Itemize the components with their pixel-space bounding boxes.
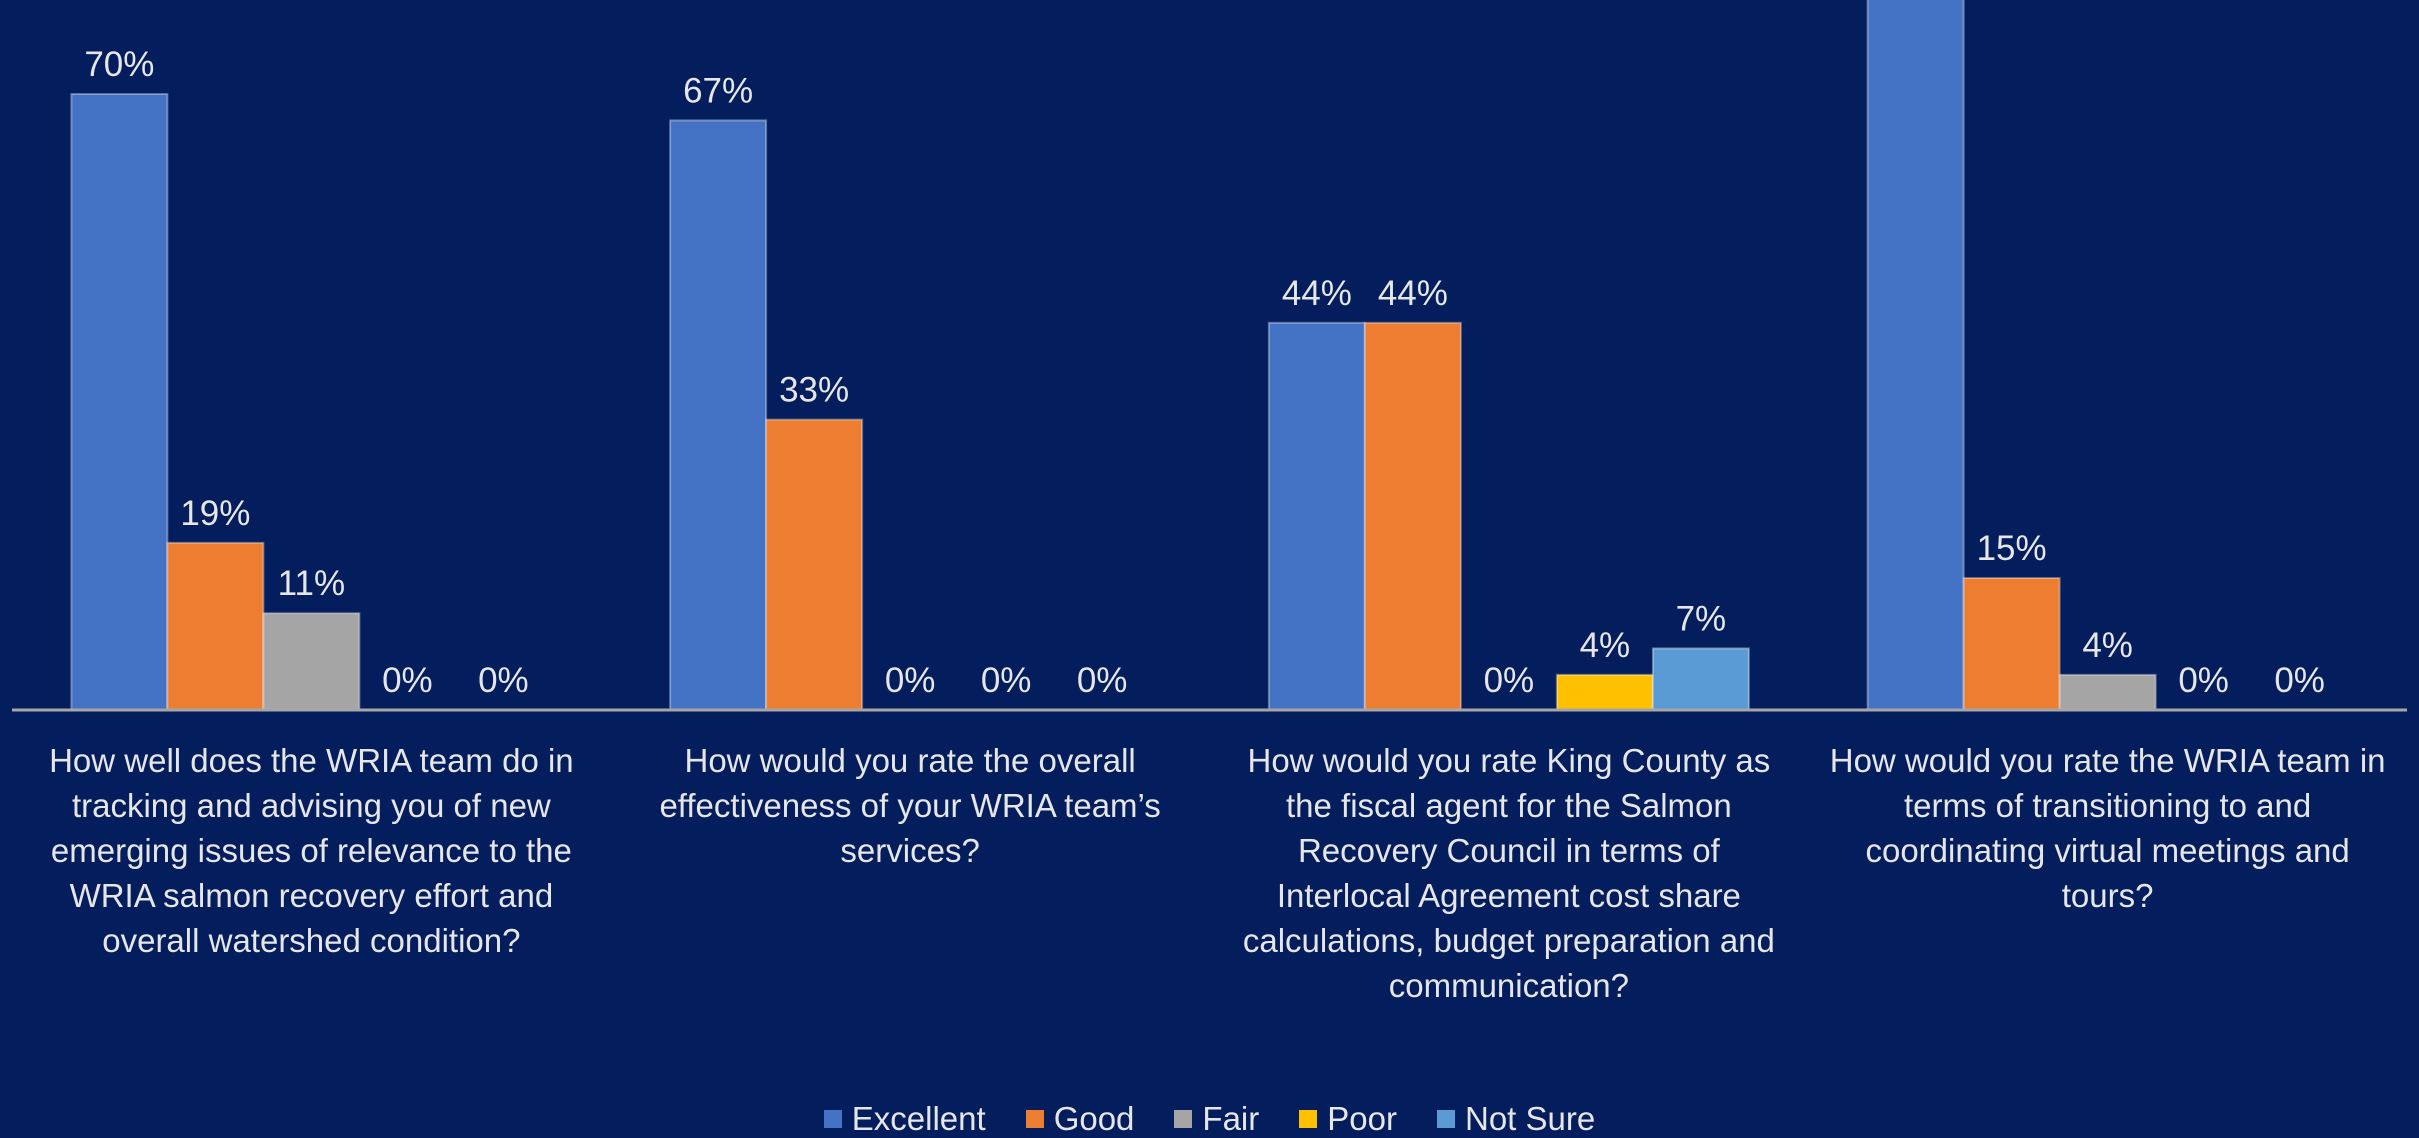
bar	[262, 612, 361, 712]
legend-item: Fair	[1174, 1100, 1259, 1138]
bar	[1363, 321, 1462, 711]
legend-swatch	[1025, 1110, 1044, 1128]
legend-swatch	[823, 1110, 842, 1128]
data-label: 11%	[278, 564, 345, 603]
legend-item: Not Sure	[1436, 1100, 1596, 1138]
data-label: 0%	[2178, 661, 2229, 700]
legend-swatch	[1174, 1110, 1193, 1128]
data-label: 0%	[2274, 661, 2325, 700]
data-label: 33%	[779, 371, 849, 410]
legend-label: Good	[1053, 1100, 1135, 1137]
data-label: 70%	[84, 45, 154, 84]
bar	[166, 541, 265, 711]
bar	[2058, 673, 2157, 711]
x-tick-label: How well does the WRIA team do in tracki…	[49, 742, 574, 959]
data-label: 67%	[683, 71, 753, 110]
data-label: 15%	[1977, 529, 2047, 568]
legend-label: Not Sure	[1464, 1100, 1596, 1137]
legend-item: Poor	[1299, 1100, 1397, 1138]
x-tick-label: How would you rate the WRIA team in term…	[1829, 742, 2386, 914]
data-label: 0%	[382, 661, 433, 700]
bar	[1651, 647, 1750, 712]
bar	[669, 119, 768, 711]
legend-label: Fair	[1202, 1100, 1260, 1137]
legend: Excellent Good Fair Poor Not Sure	[0, 1100, 2419, 1138]
data-label: 0%	[1484, 661, 1535, 700]
data-label: 0%	[478, 661, 529, 700]
bar	[1962, 577, 2061, 711]
legend-item: Good	[1025, 1100, 1135, 1138]
bar	[1267, 321, 1366, 711]
data-label: 4%	[2082, 626, 2133, 665]
legend-label: Excellent	[851, 1100, 986, 1137]
x-tick-label: How would you rate King County as the fi…	[1242, 742, 1775, 1004]
legend-swatch	[1436, 1110, 1455, 1128]
data-label: 19%	[180, 494, 250, 533]
data-label: 0%	[1077, 661, 1128, 700]
data-label: 4%	[1580, 626, 1631, 665]
legend-item: Excellent	[823, 1100, 986, 1138]
data-label: 0%	[981, 661, 1032, 700]
legend-label: Poor	[1327, 1100, 1397, 1137]
data-label: 44%	[1282, 274, 1352, 313]
x-tick-label: How would you rate the overall effective…	[659, 742, 1161, 869]
bar	[1866, 0, 1965, 711]
data-label: 0%	[885, 661, 936, 700]
data-label: 44%	[1378, 274, 1448, 313]
bar	[70, 93, 169, 711]
bar	[765, 418, 864, 711]
legend-swatch	[1299, 1110, 1318, 1128]
bar	[1555, 673, 1654, 711]
data-label: 7%	[1676, 599, 1727, 638]
